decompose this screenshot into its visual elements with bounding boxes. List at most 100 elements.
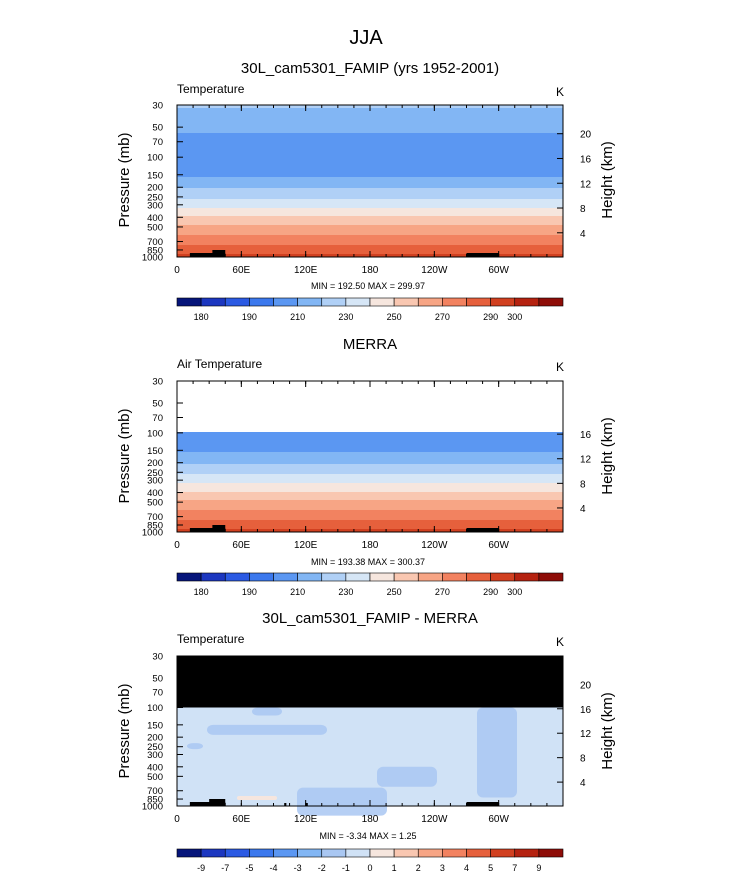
colorbar-swatch	[273, 572, 298, 582]
chart-marks: 0 60E 120E 180 120W 60W3050701001502002503004…	[142, 101, 592, 872]
heatmap-band	[177, 175, 563, 177]
heatmap-band	[177, 216, 563, 218]
x-tick-label: 60W	[488, 265, 509, 276]
colorbar-label: 190	[242, 312, 257, 322]
panel-title: 30L_cam5301_FAMIP - MERRA	[262, 610, 478, 627]
heatmap-band	[177, 435, 563, 437]
y-tick-label: 850	[147, 245, 163, 256]
heatmap-band	[177, 180, 563, 182]
y-tick-label: 30	[152, 377, 163, 388]
colorbar-swatch	[417, 848, 443, 858]
heatmap-band	[177, 127, 563, 129]
heatmap-band	[177, 136, 563, 138]
heatmap-band	[177, 235, 563, 237]
heatmap-band	[177, 473, 563, 475]
colorbar-swatch	[176, 848, 202, 858]
heatmap-band	[177, 125, 563, 127]
heatmap-band	[177, 245, 563, 247]
colorbar-label: 230	[338, 587, 353, 597]
heatmap-band	[177, 163, 563, 165]
colorbar-swatch	[224, 848, 250, 858]
heatmap-band	[177, 447, 563, 449]
heatmap-band	[177, 444, 563, 446]
heatmap-band	[177, 446, 563, 448]
y-tick-label: 50	[152, 123, 163, 134]
heatmap-band	[177, 513, 563, 515]
heatmap-band	[177, 519, 563, 521]
heatmap-band	[177, 194, 563, 196]
heatmap-band	[177, 436, 563, 438]
colorbar-swatch	[490, 297, 516, 307]
colorbar-swatch	[490, 572, 516, 582]
heatmap-band	[177, 119, 563, 121]
heatmap-band	[177, 111, 563, 113]
heatmap-band	[177, 157, 563, 159]
heatmap-band	[252, 707, 282, 716]
heatmap-band	[377, 766, 437, 787]
heatmap-band	[177, 479, 563, 481]
heatmap-band	[177, 494, 563, 496]
heatmap-band	[177, 437, 563, 439]
heatmap-band	[177, 439, 563, 441]
heatmap-band	[177, 240, 563, 242]
heatmap-band	[177, 203, 563, 205]
y-tick-label: 70	[152, 413, 163, 424]
heatmap-band	[177, 154, 563, 156]
heatmap-band	[177, 476, 563, 478]
colorbar-label: 290	[483, 587, 498, 597]
heatmap-band	[177, 144, 563, 146]
heatmap-band	[177, 140, 563, 142]
heatmap-band	[177, 176, 563, 178]
heatmap-band	[177, 145, 563, 147]
heatmap-band	[177, 131, 563, 133]
stats-label: MIN = -3.34 MAX = 1.25	[319, 831, 416, 841]
colorbar-label: 270	[435, 312, 450, 322]
heatmap-band	[177, 177, 563, 179]
y-tick-label: 250	[147, 192, 163, 203]
y-tick-label: 500	[147, 222, 163, 233]
colorbar-label: 5	[488, 863, 493, 872]
heatmap-band	[177, 183, 563, 185]
y-tick-label: 200	[147, 458, 163, 469]
heatmap-band	[177, 214, 563, 216]
heatmap-band	[177, 465, 563, 467]
colorbar-swatch	[249, 572, 274, 582]
heatmap-band	[177, 523, 563, 525]
colorbar-swatch	[176, 297, 202, 307]
heatmap-band	[177, 137, 563, 139]
y-tick-label: 250	[147, 742, 163, 753]
heatmap-band	[177, 449, 563, 451]
heatmap-band	[177, 165, 563, 167]
y-tick-label: 300	[147, 750, 163, 761]
heatmap-band	[177, 234, 563, 236]
heatmap-band	[177, 188, 563, 190]
heatmap-band	[177, 206, 563, 208]
heatmap-band	[177, 249, 563, 251]
y-right-tick-label: 16	[580, 154, 592, 165]
topography	[305, 803, 308, 806]
colorbar-label: 250	[387, 587, 402, 597]
heatmap-band	[177, 500, 563, 502]
heatmap-band	[177, 443, 563, 445]
heatmap-band	[177, 133, 563, 135]
heatmap-band	[177, 512, 563, 514]
x-tick-label: 60W	[488, 540, 509, 551]
heatmap-band	[177, 160, 563, 162]
colorbar-label: 3	[440, 863, 445, 872]
heatmap-band	[177, 198, 563, 200]
colorbar-swatch	[224, 572, 250, 582]
y-tick-label: 150	[147, 170, 163, 181]
heatmap-band	[177, 247, 563, 249]
heatmap-band	[177, 491, 563, 493]
colorbar-label: 230	[338, 312, 353, 322]
heatmap-band	[177, 124, 563, 126]
colorbar-swatch	[514, 848, 540, 858]
colorbar-swatch	[297, 848, 323, 858]
heatmap-band	[177, 237, 563, 239]
heatmap-band	[177, 208, 563, 210]
colorbar-swatch	[369, 572, 395, 582]
figure-title: JJA	[349, 27, 383, 49]
colorbar-swatch	[345, 572, 371, 582]
heatmap-band	[177, 467, 563, 469]
x-tick-label: 120W	[421, 265, 448, 276]
